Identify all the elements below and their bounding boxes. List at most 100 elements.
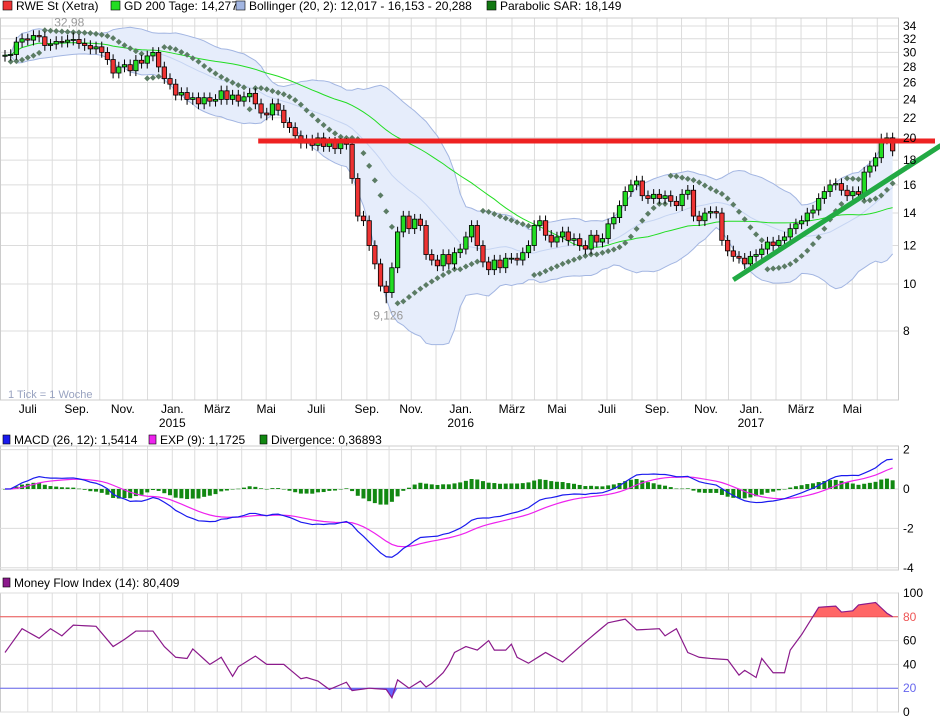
candle-body xyxy=(389,267,395,293)
mfi-line xyxy=(4,601,893,700)
candle-body xyxy=(690,189,697,217)
candle-body xyxy=(781,236,788,241)
candle-body xyxy=(668,195,674,202)
sar-dot xyxy=(360,150,367,157)
divergence-bar xyxy=(372,489,377,504)
sar-dot xyxy=(428,278,435,285)
divergence-bar xyxy=(48,486,53,489)
candle-body xyxy=(685,189,691,195)
legend-swatch-exp xyxy=(148,434,157,445)
x-tick-label: Sep. xyxy=(645,402,670,416)
sar-dot xyxy=(844,175,851,182)
divergence-bar xyxy=(759,489,764,495)
sar-dot xyxy=(582,252,589,259)
candle-body xyxy=(53,41,59,45)
candle-body xyxy=(804,212,810,222)
candle-body xyxy=(537,220,543,226)
legend-bollinger: Bollinger (20, 2): 12,017 - 16,153 - 20,… xyxy=(249,0,472,13)
candle-body xyxy=(377,263,384,287)
divergence-bar xyxy=(287,489,292,491)
candle-body xyxy=(799,220,805,225)
sar-dot xyxy=(167,44,174,51)
candle-body xyxy=(275,103,281,111)
divergence-bar xyxy=(589,485,594,489)
y-tick-label: 26 xyxy=(903,76,917,90)
divergence-bar xyxy=(333,489,338,491)
divergence-bar xyxy=(122,489,127,499)
candle-body xyxy=(218,90,224,100)
x-tick-label: Mai xyxy=(547,402,566,416)
candle-body xyxy=(99,46,105,53)
sar-dot xyxy=(770,265,777,272)
sar-dot xyxy=(36,49,43,56)
macd-y-tick: -4 xyxy=(903,561,914,575)
divergence-bar xyxy=(560,482,565,489)
divergence-bar xyxy=(321,489,326,493)
divergence-bar xyxy=(719,489,724,495)
legend-swatch-gd200 xyxy=(110,0,121,11)
y-tick-label: 24 xyxy=(903,92,917,106)
divergence-bar xyxy=(59,487,64,489)
sar-dot xyxy=(753,231,760,238)
candle-body xyxy=(70,39,76,41)
legend-swatch-bollinger xyxy=(235,0,246,11)
sar-dot xyxy=(684,175,691,182)
candle-body xyxy=(696,215,702,222)
divergence-bar xyxy=(850,483,855,489)
candle-body xyxy=(161,66,167,79)
candle-body xyxy=(116,66,122,74)
sar-dot xyxy=(588,251,595,258)
candle-body xyxy=(2,54,8,57)
divergence-bar xyxy=(475,479,480,489)
candle-body xyxy=(195,97,202,105)
sar-dot xyxy=(736,208,743,215)
divergence-bar xyxy=(503,483,508,489)
divergence-bar xyxy=(344,488,349,489)
candle-body xyxy=(110,59,116,74)
candle-body xyxy=(548,234,554,243)
annotation-lines xyxy=(258,138,940,282)
candle-body xyxy=(571,238,577,241)
candle-body xyxy=(577,238,583,246)
sar-dot xyxy=(508,217,515,224)
sar-dot xyxy=(172,46,179,53)
candle-body xyxy=(611,217,617,225)
candle-body xyxy=(730,250,736,257)
candle-body xyxy=(776,239,782,246)
divergence-bar xyxy=(537,479,542,489)
sar-dot xyxy=(445,269,452,276)
sar-dot xyxy=(24,54,31,61)
candle-body xyxy=(47,43,54,46)
sar-dot xyxy=(679,174,686,181)
sar-dot xyxy=(536,270,543,277)
sar-dot xyxy=(115,38,122,45)
macd-pane xyxy=(3,458,895,558)
sar-dot xyxy=(223,76,230,83)
divergence-bar xyxy=(236,488,241,490)
sar-dot xyxy=(764,266,771,273)
y-tick-label: 8 xyxy=(903,324,910,338)
candle-body xyxy=(622,191,628,207)
sar-dot xyxy=(855,176,862,183)
sar-dot xyxy=(263,86,270,93)
legend-macd-label: MACD (26, 12): 1,5414 xyxy=(14,433,138,447)
sar-dot xyxy=(741,216,748,223)
sar-dot xyxy=(104,33,111,40)
sar-dot xyxy=(366,162,373,169)
divergence-bar xyxy=(577,484,582,489)
candle-body xyxy=(816,198,822,211)
divergence-bar xyxy=(867,482,872,489)
candle-body xyxy=(258,103,264,114)
sar-dot xyxy=(730,201,737,208)
divergence-bar xyxy=(31,482,36,489)
divergence-bar xyxy=(196,489,201,499)
divergence-bar xyxy=(253,486,258,489)
candle-body xyxy=(281,109,287,124)
sar-dot xyxy=(497,213,504,220)
divergence-bar xyxy=(549,481,554,489)
divergence-bar xyxy=(458,482,463,489)
candle-body xyxy=(753,254,759,257)
sar-dot xyxy=(423,282,430,289)
y-tick-label: 28 xyxy=(903,60,917,74)
